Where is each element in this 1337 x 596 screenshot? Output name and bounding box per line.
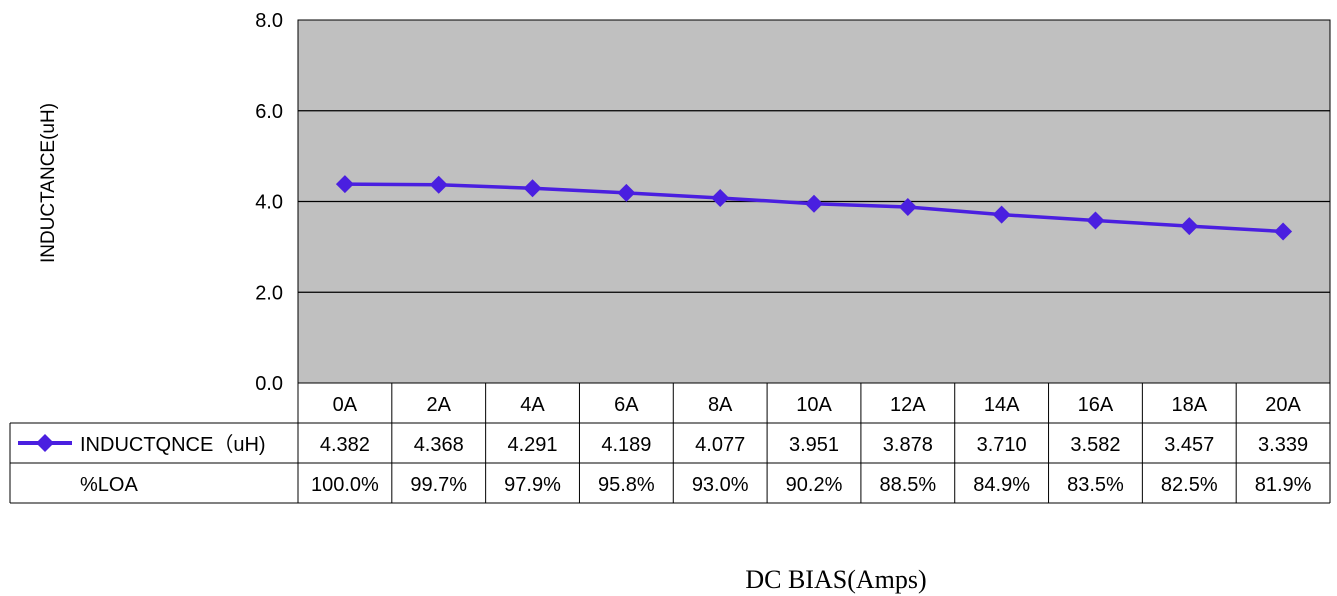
data-label: 3.582 [1070,434,1120,456]
loa-value: 90.2% [786,474,843,496]
loa-value: 93.0% [692,474,749,496]
x-tick-label: 10A [796,394,832,416]
data-label: 4.077 [695,434,745,456]
legend-diamond-icon [36,434,54,452]
y-tick-label: 2.0 [255,282,283,304]
data-label: 3.457 [1164,434,1214,456]
data-label: 4.368 [414,434,464,456]
data-point-marker [1180,217,1199,236]
data-point-marker [805,194,823,213]
x-tick-label: 12A [890,394,926,416]
legend-series-name: INDUCTQNCE（uH) [80,433,266,456]
loa-value: 82.5% [1161,474,1218,496]
y-axis-ticks: 8.0 6.0 4.0 2.0 0.0 [255,10,283,395]
data-table: 0A 2A 4A 6A 8A 10A 12A 14A 16A 18A 20A 4.382 4.368 4.… [9,383,1331,504]
x-tick-label: 4A [520,394,545,416]
x-tick-label: 0A [333,394,358,416]
data-point-marker [1086,211,1105,230]
data-label: 4.382 [320,434,370,456]
x-tick-label: 14A [984,394,1020,416]
y-tick-label: 6.0 [255,101,283,123]
y-axis-label: INDUCTANCE(uH) [38,103,59,263]
loa-value: 84.9% [973,474,1030,496]
data-point-marker [711,189,730,208]
data-label: 4.189 [601,434,651,456]
loa-value: 97.9% [504,474,561,496]
y-tick-label: 4.0 [255,192,283,214]
x-tick-label: 16A [1078,394,1114,416]
data-label: 3.878 [883,434,933,456]
data-point-marker [523,179,542,198]
series-line-group [335,175,1293,241]
x-tick-label: 20A [1265,394,1301,416]
x-tick-label: 18A [1171,394,1207,416]
data-label: 4.291 [508,434,558,456]
data-point-marker [429,175,448,194]
data-label: 3.710 [977,434,1027,456]
x-axis-label: DC BIAS(Amps) [745,565,926,594]
x-tick-label: 8A [708,394,733,416]
y-tick-label: 0.0 [255,373,283,395]
loa-value: 83.5% [1067,474,1124,496]
data-point-marker [1274,222,1293,241]
data-label: 3.339 [1258,434,1308,456]
data-label: 3.951 [789,434,839,456]
data-point-marker [335,175,354,194]
loa-value: 100.0% [311,474,379,496]
data-point-marker [898,198,917,217]
data-point-marker [992,205,1011,224]
x-tick-label: 2A [426,394,451,416]
loa-value: 99.7% [410,474,467,496]
loa-value: 81.9% [1255,474,1312,496]
loa-value: 88.5% [879,474,936,496]
loa-value: 95.8% [598,474,655,496]
row-header-loa: %LOA [80,474,138,496]
y-tick-label: 8.0 [255,10,283,32]
x-tick-label: 6A [614,394,639,416]
data-point-marker [617,183,636,202]
